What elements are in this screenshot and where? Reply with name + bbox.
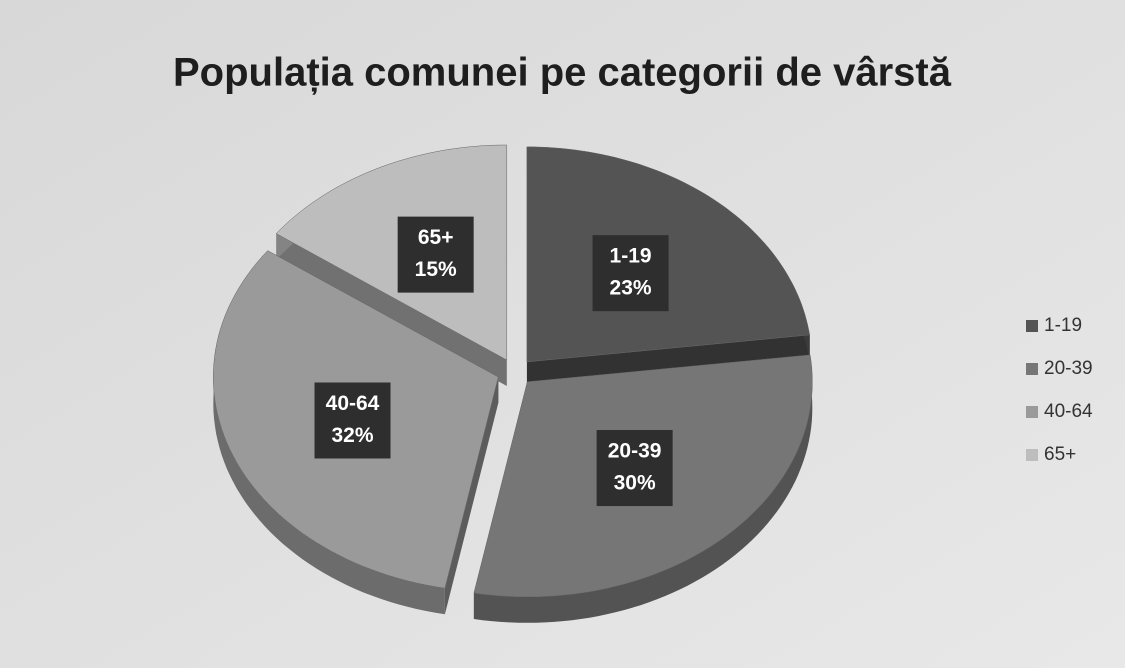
legend-marker xyxy=(1026,320,1038,332)
data-label-category: 40-64 xyxy=(326,392,380,415)
data-label-box xyxy=(596,430,673,507)
legend-label: 1-19 xyxy=(1044,315,1082,336)
data-label-value: 23% xyxy=(610,277,652,300)
pie-slice xyxy=(275,144,508,361)
data-label-category: 1-19 xyxy=(610,245,652,268)
legend-marker xyxy=(1026,449,1038,461)
slice-cut-face xyxy=(444,377,499,615)
data-label-box xyxy=(397,216,474,293)
chart-title: Populația comunei pe categorii de vârstă xyxy=(173,51,952,95)
data-label-category: 65+ xyxy=(418,226,454,249)
data-label-value: 30% xyxy=(614,472,656,495)
data-label-value: 15% xyxy=(415,258,457,281)
legend-marker xyxy=(1026,406,1038,418)
data-label-box xyxy=(592,235,669,312)
legend-label: 65+ xyxy=(1044,444,1076,465)
slice-cut-face xyxy=(526,334,810,388)
data-label-box xyxy=(314,382,391,459)
data-label-value: 32% xyxy=(332,424,374,447)
legend-marker xyxy=(1026,363,1038,375)
slice-wall xyxy=(473,354,813,623)
data-label-category: 20-39 xyxy=(608,440,662,463)
legend-label: 40-64 xyxy=(1044,401,1093,422)
legend-label: 20-39 xyxy=(1044,358,1093,379)
slice-wall xyxy=(213,250,445,615)
slice-cut-face xyxy=(276,233,507,386)
